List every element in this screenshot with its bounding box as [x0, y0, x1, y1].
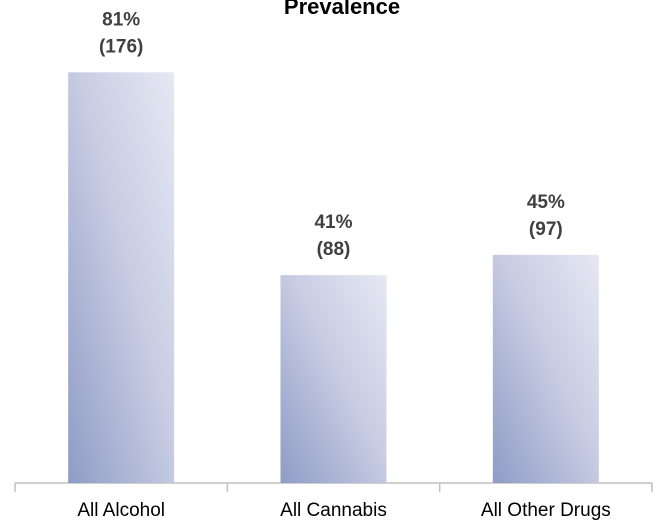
x-tick-label: All Alcohol: [77, 500, 165, 521]
x-tick-label: All Other Drugs: [481, 500, 611, 521]
count-label: (88): [317, 239, 351, 260]
bar: [68, 72, 175, 483]
x-tick-label: All Cannabis: [280, 500, 387, 521]
bar: [492, 254, 599, 483]
value-label: 41%: [314, 212, 352, 233]
count-label: (176): [99, 36, 143, 57]
value-label: 45%: [527, 192, 565, 213]
bar: [280, 275, 387, 483]
value-label: 81%: [102, 9, 140, 30]
count-label: (97): [529, 219, 563, 240]
chart-title: Prevalence: [284, 0, 400, 19]
